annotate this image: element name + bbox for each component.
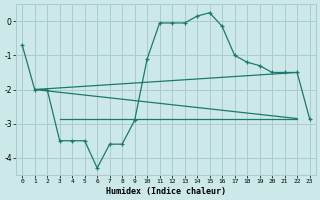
- X-axis label: Humidex (Indice chaleur): Humidex (Indice chaleur): [106, 187, 226, 196]
